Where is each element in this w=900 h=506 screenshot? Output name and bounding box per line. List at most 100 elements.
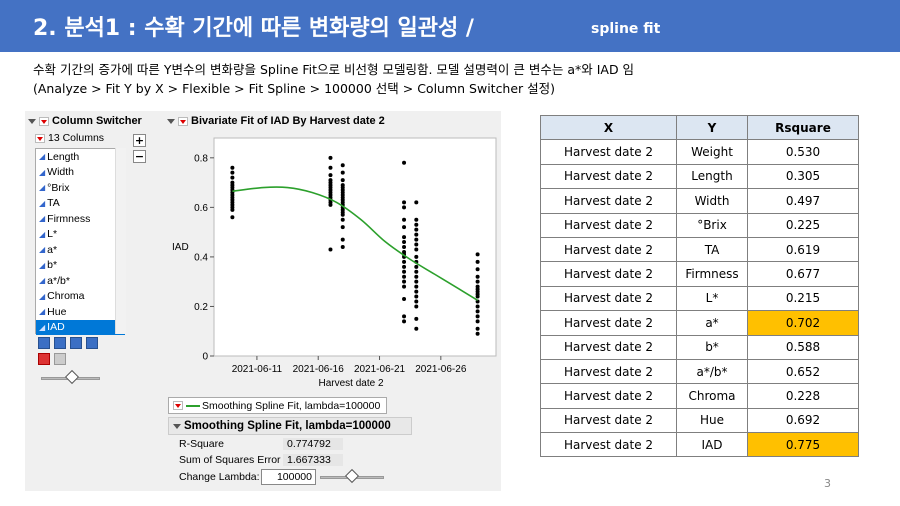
remove-column-button[interactable]: − (133, 150, 146, 163)
r-square-label: R-Square (179, 438, 224, 450)
cell-y: Firmness (676, 261, 748, 287)
table-row: Harvest date 2 Hue 0.692 (540, 407, 859, 434)
column-item[interactable]: ◢ TA (36, 196, 125, 212)
column-item-label: Chroma (47, 290, 85, 303)
cell-rsquare: 0.497 (747, 188, 859, 214)
cell-x: Harvest date 2 (540, 407, 677, 434)
red-triangle-menu-icon[interactable] (173, 401, 183, 410)
continuous-column-icon: ◢ (39, 291, 46, 301)
column-list-scrollbar[interactable] (115, 148, 126, 334)
cell-x: Harvest date 2 (540, 139, 677, 165)
column-item[interactable]: ◢ Width (36, 165, 125, 181)
cell-x: Harvest date 2 (540, 188, 677, 214)
table-row: Harvest date 2 Weight 0.530 (540, 139, 859, 165)
add-column-button[interactable]: + (133, 134, 146, 147)
continuous-column-icon: ◢ (39, 307, 46, 317)
fit-title: Smoothing Spline Fit, lambda=100000 (184, 420, 391, 432)
cell-y: L* (676, 285, 748, 312)
cell-rsquare: 0.228 (747, 383, 859, 409)
column-item[interactable]: ◢ a*/b* (36, 273, 125, 289)
cell-x: Harvest date 2 (540, 212, 677, 238)
page-number: 3 (824, 477, 831, 490)
slide-subtitle: spline fit (591, 21, 661, 37)
table-row: Harvest date 2 L* 0.215 (540, 285, 859, 312)
table-row: Harvest date 2 IAD 0.775 (540, 432, 859, 458)
continuous-column-icon: ◢ (39, 260, 46, 270)
column-item-label: b* (47, 259, 58, 272)
column-item-label: L* (47, 228, 58, 241)
cell-x: Harvest date 2 (540, 163, 677, 190)
continuous-column-icon: ◢ (39, 276, 46, 286)
save-icon[interactable] (54, 353, 66, 365)
column-item[interactable]: ◢ b* (36, 258, 125, 274)
header-x: X (540, 114, 677, 141)
continuous-column-icon: ◢ (39, 214, 46, 224)
table-row: Harvest date 2 TA 0.619 (540, 236, 859, 263)
column-item-label: TA (47, 197, 60, 210)
continuous-column-icon: ◢ (39, 322, 46, 332)
spline-legend[interactable]: Smoothing Spline Fit, lambda=100000 (168, 397, 387, 414)
disclosure-icon[interactable] (167, 118, 175, 124)
lambda-input[interactable]: 100000 (261, 469, 316, 485)
fit-report-header[interactable]: Smoothing Spline Fit, lambda=100000 (168, 417, 412, 435)
column-item[interactable]: ◢ °Brix (36, 180, 125, 196)
red-triangle-menu-icon[interactable] (178, 116, 188, 126)
table-row: Harvest date 2 a*/b* 0.652 (540, 358, 859, 385)
cell-rsquare: 0.775 (747, 432, 859, 458)
table-row: Harvest date 2 °Brix 0.225 (540, 212, 859, 238)
cell-y: Weight (676, 139, 748, 165)
cell-rsquare: 0.702 (747, 310, 859, 336)
cell-x: Harvest date 2 (540, 310, 677, 336)
cell-rsquare: 0.652 (747, 358, 859, 385)
change-lambda-label: Change Lambda: (179, 471, 260, 483)
column-item-label: a*/b* (47, 274, 70, 287)
column-item-label: Length (47, 150, 80, 163)
cell-x: Harvest date 2 (540, 236, 677, 263)
cell-rsquare: 0.588 (747, 334, 859, 360)
cell-y: Hue (676, 407, 748, 434)
column-item[interactable]: ◢ Chroma (36, 289, 125, 305)
column-switcher-title: Column Switcher (52, 115, 142, 127)
spline-legend-swatch (186, 404, 200, 407)
table-row: Harvest date 2 Length 0.305 (540, 163, 859, 190)
column-item[interactable]: ◢ L* (36, 227, 125, 243)
table-row: Harvest date 2 Firmness 0.677 (540, 261, 859, 287)
column-item-label: IAD (47, 321, 65, 334)
cell-rsquare: 0.677 (747, 261, 859, 287)
cell-y: Chroma (676, 383, 748, 409)
red-triangle-menu-icon[interactable] (35, 133, 45, 143)
cell-y: Width (676, 188, 748, 214)
column-item[interactable]: ◢ Length (36, 149, 125, 165)
r-square-value: 0.774792 (283, 438, 343, 450)
column-item-label: Hue (47, 305, 67, 318)
cell-y: Length (676, 163, 748, 190)
record-icon[interactable] (38, 353, 50, 365)
header-y: Y (676, 114, 748, 141)
cell-x: Harvest date 2 (540, 285, 677, 312)
columns-count[interactable]: 13 Columns (35, 132, 104, 144)
cell-rsquare: 0.305 (747, 163, 859, 190)
table-row: Harvest date 2 Chroma 0.228 (540, 383, 859, 409)
column-item[interactable]: ◢ a* (36, 242, 125, 258)
bivariate-header[interactable]: Bivariate Fit of IAD By Harvest date 2 (167, 115, 385, 127)
speed-slider-thumb[interactable] (64, 369, 80, 385)
disclosure-icon[interactable] (28, 118, 36, 124)
column-list[interactable]: ◢ Length ◢ Width ◢ °Brix ◢ TA ◢ Firmness ◢ L* ◢ a* ◢ b*… (35, 148, 126, 335)
loop-icon[interactable] (86, 337, 98, 349)
step-forward-icon[interactable] (70, 337, 82, 349)
column-item[interactable]: ◢ IAD (36, 319, 125, 335)
column-item[interactable]: ◢ Hue (36, 304, 125, 320)
plot-title: Bivariate Fit of IAD By Harvest date 2 (191, 115, 385, 127)
slide-title: 2. 분석1 : 수확 기간에 따른 변화량의 일관성 / (33, 16, 474, 41)
cell-x: Harvest date 2 (540, 383, 677, 409)
continuous-column-icon: ◢ (39, 183, 46, 193)
red-triangle-menu-icon[interactable] (39, 116, 49, 126)
sse-value: 1.667333 (283, 454, 343, 466)
stop-icon[interactable] (54, 337, 66, 349)
column-item[interactable]: ◢ Firmness (36, 211, 125, 227)
column-item-label: a* (47, 243, 58, 256)
column-switcher-header[interactable]: Column Switcher (28, 115, 142, 127)
disclosure-icon[interactable] (173, 423, 181, 429)
play-icon[interactable] (38, 337, 50, 349)
description-line-1: 수확 기간의 증가에 따른 Y변수의 변화량을 Spline Fit으로 비선형… (33, 62, 635, 77)
